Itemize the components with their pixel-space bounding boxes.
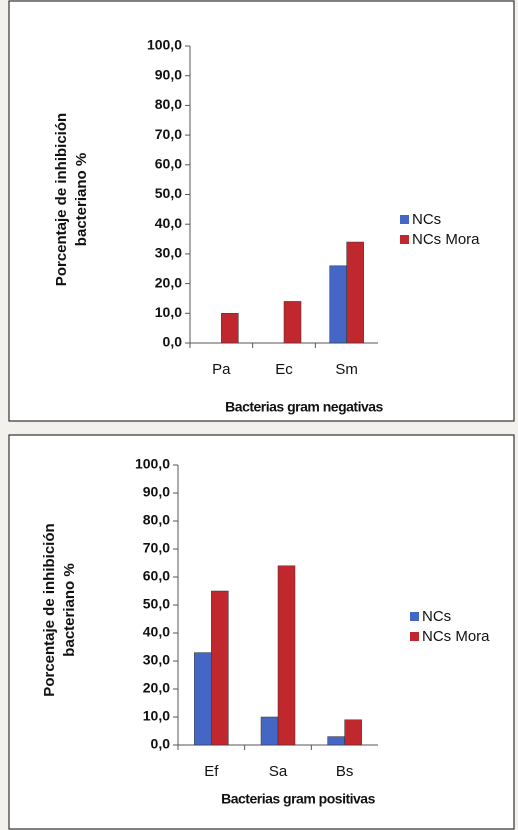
bar (221, 313, 239, 344)
y-tick-label: 80,0 (155, 96, 182, 112)
y-tick-label: 50,0 (155, 185, 182, 201)
legend-swatch (400, 215, 409, 224)
x-tick-label: Bs (336, 763, 354, 780)
bar (211, 590, 229, 746)
y-tick-label: 40,0 (143, 624, 170, 640)
y-axis-label: Porcentaje de inhibición (53, 113, 70, 286)
bar (346, 241, 364, 344)
bar (283, 301, 302, 344)
y-axis-label: bacteriano % (61, 563, 78, 656)
bar (329, 265, 347, 344)
panel (8, 434, 515, 830)
y-tick-label: 0,0 (163, 334, 183, 350)
legend-label: NCs Mora (422, 628, 490, 645)
bar (344, 719, 362, 746)
legend-swatch (410, 612, 419, 621)
y-axis-label: Porcentaje de inhibición (41, 523, 58, 696)
x-tick-label: Sa (269, 763, 288, 780)
bar (277, 565, 296, 746)
y-tick-label: 100,0 (147, 37, 182, 53)
legend-label: NCs (412, 211, 441, 228)
y-tick-label: 50,0 (143, 596, 170, 612)
legend-label: NCs Mora (412, 231, 480, 248)
y-tick-label: 40,0 (155, 215, 182, 231)
y-tick-label: 70,0 (155, 126, 182, 142)
x-tick-label: Sm (335, 361, 358, 378)
bar (260, 716, 279, 746)
legend-swatch (410, 632, 419, 641)
y-tick-label: 20,0 (155, 274, 182, 290)
y-tick-label: 30,0 (143, 652, 170, 668)
x-tick-label: Ec (275, 361, 293, 378)
legend-label: NCs (422, 608, 451, 625)
y-axis-label: bacteriano % (73, 153, 90, 246)
x-axis-label: Bacterias gram negativas (225, 399, 383, 415)
y-tick-label: 30,0 (155, 245, 182, 261)
y-tick-label: 80,0 (143, 512, 170, 528)
bar (194, 652, 212, 746)
bar (327, 736, 345, 746)
y-tick-label: 60,0 (155, 156, 182, 172)
legend-swatch (400, 235, 409, 244)
y-tick-label: 10,0 (143, 708, 170, 724)
x-axis-label: Bacterias gram positivas (221, 791, 375, 807)
y-tick-label: 90,0 (143, 484, 170, 500)
y-tick-label: 0,0 (151, 736, 171, 752)
x-tick-label: Pa (212, 361, 231, 378)
x-tick-label: Ef (204, 763, 219, 780)
y-tick-label: 100,0 (135, 456, 170, 472)
y-tick-label: 90,0 (155, 66, 182, 82)
y-tick-label: 60,0 (143, 568, 170, 584)
y-tick-label: 70,0 (143, 540, 170, 556)
y-tick-label: 10,0 (155, 304, 182, 320)
y-tick-label: 20,0 (143, 680, 170, 696)
panel (8, 0, 515, 422)
